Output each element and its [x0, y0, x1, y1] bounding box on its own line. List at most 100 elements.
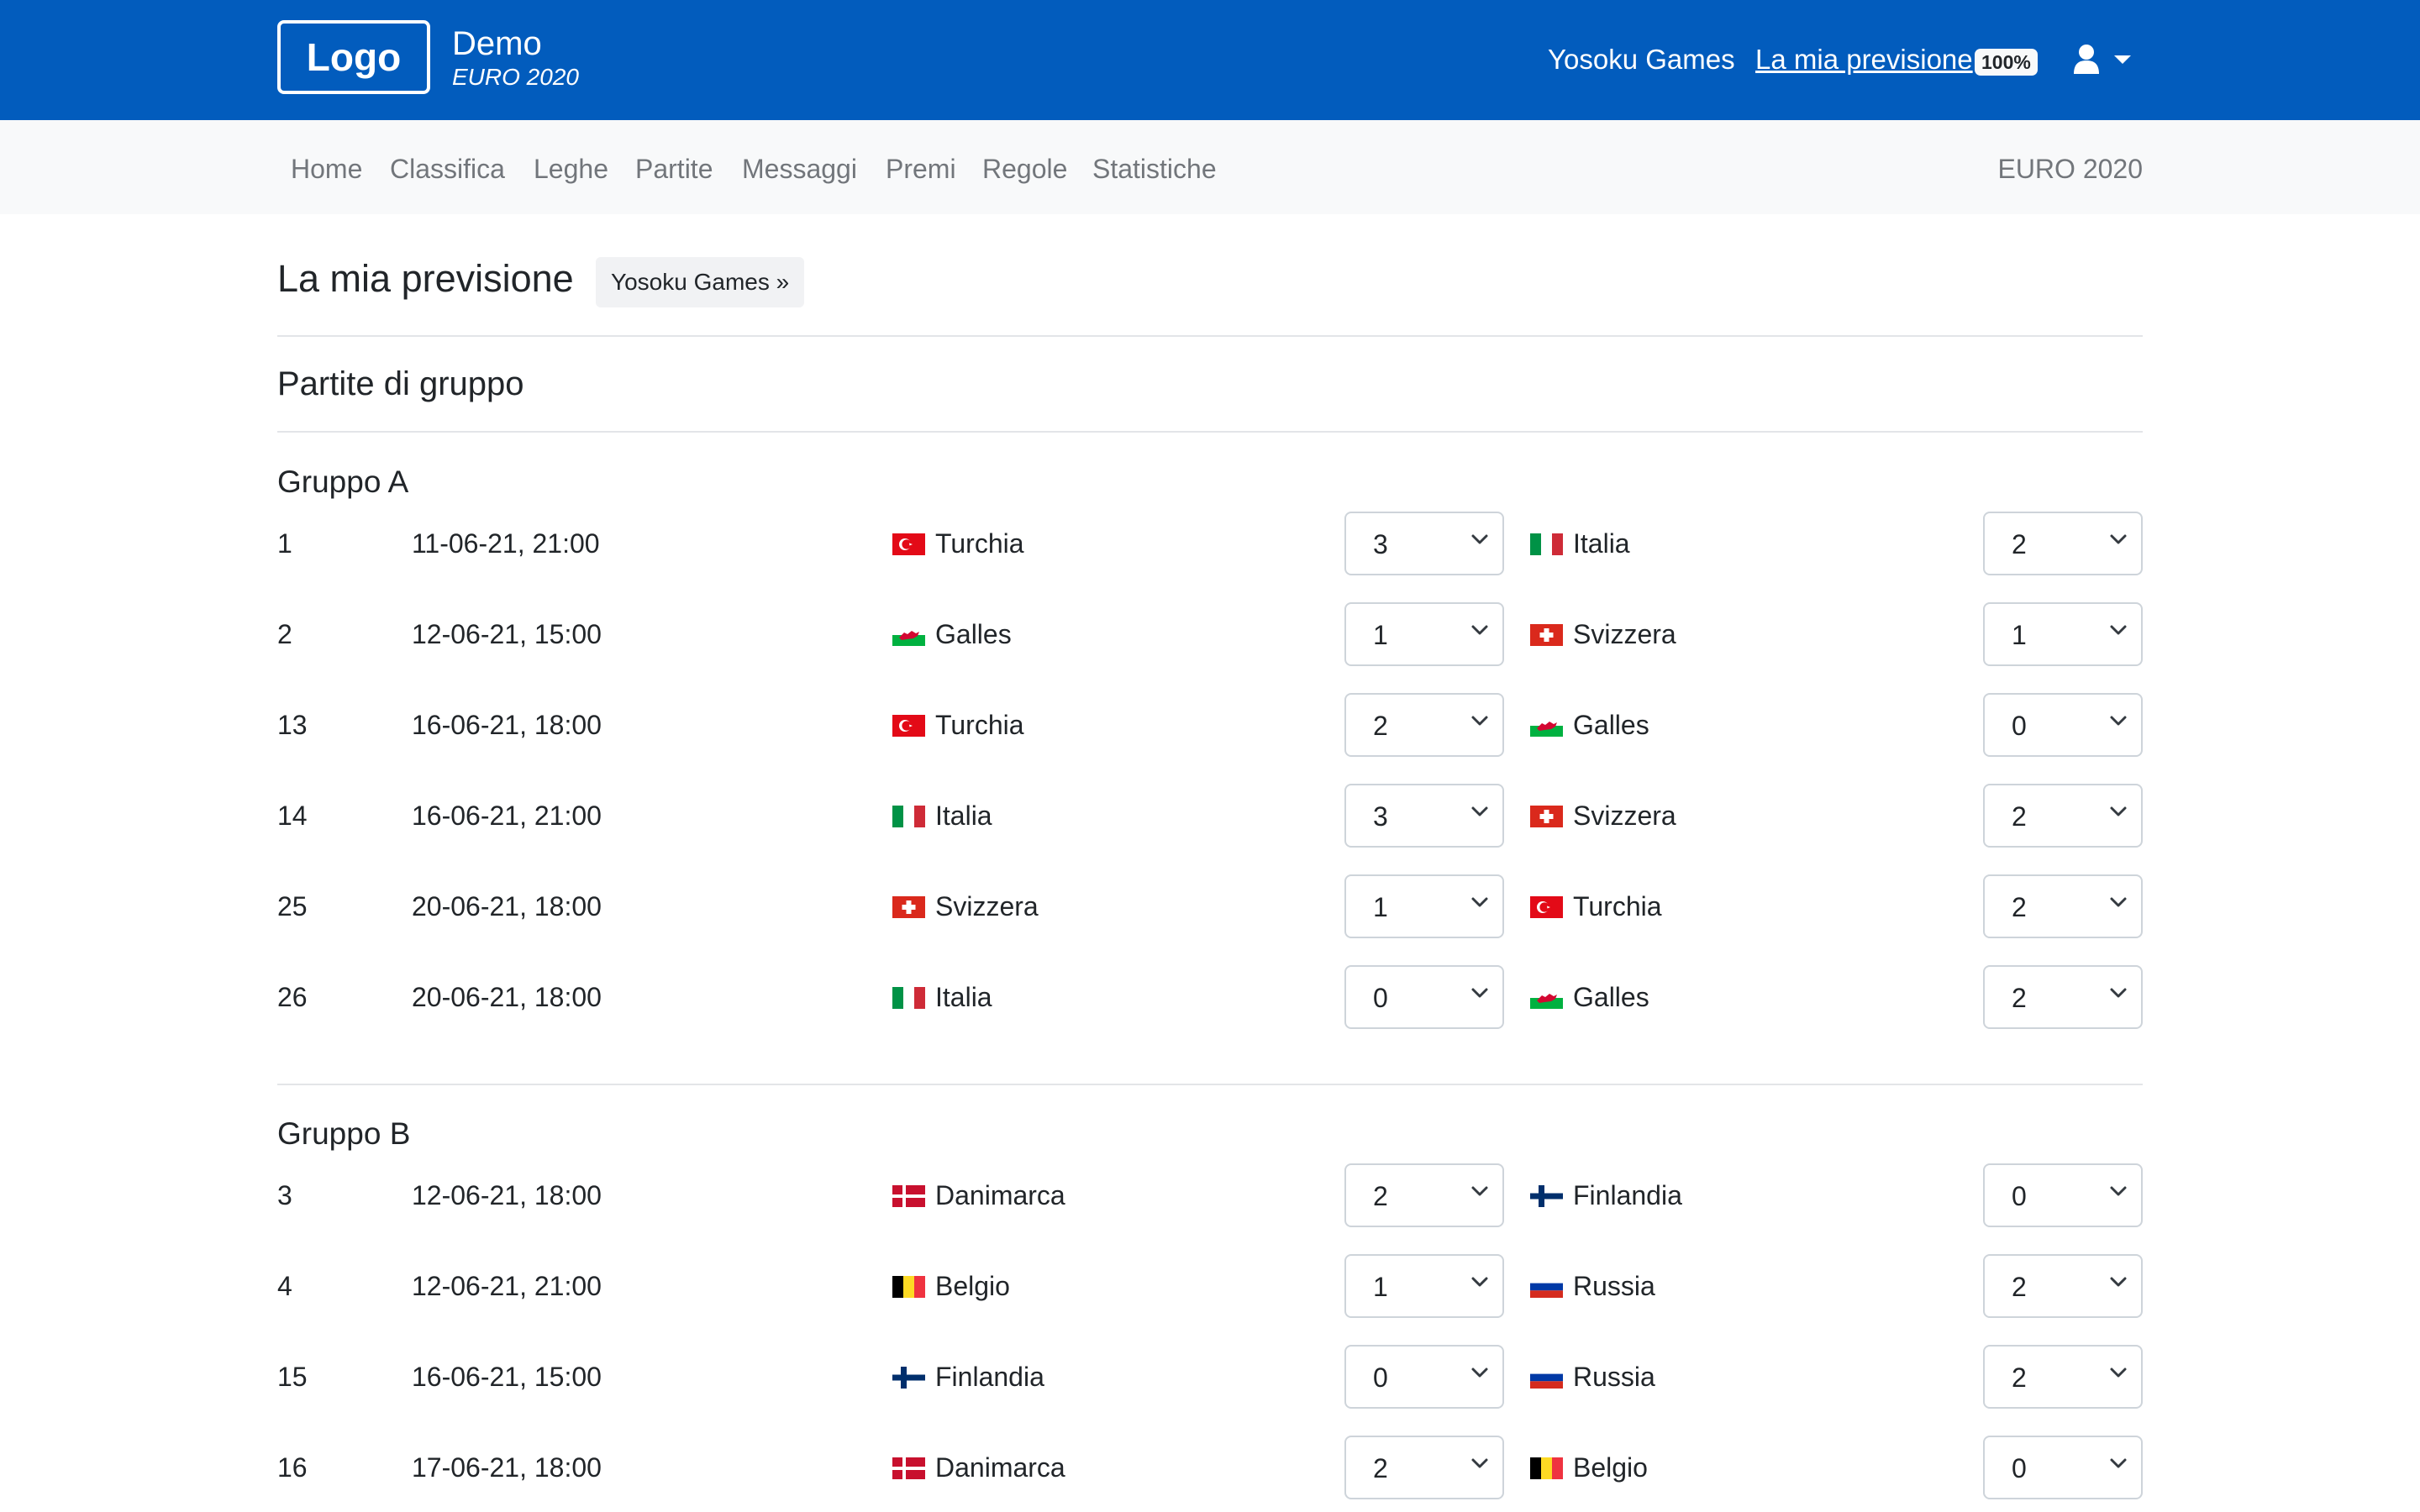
match-number: 1 — [277, 528, 292, 559]
match-row: 3 12-06-21, 18:00 Danimarca 2 Finlandia 0 — [277, 1163, 2143, 1227]
yosoku-games-link[interactable]: Yosoku Games — [1548, 44, 1735, 75]
away-team: Finlandia — [1530, 1180, 1682, 1211]
home-team: Turchia — [892, 528, 1024, 559]
away-team-name: Italia — [1573, 528, 1630, 559]
away-score-value: 2 — [2012, 801, 2027, 832]
away-score-select[interactable]: 2 — [1983, 1254, 2143, 1318]
italy-flag-icon — [892, 986, 925, 1009]
away-score-value: 2 — [2012, 1362, 2027, 1393]
home-score-select[interactable]: 3 — [1344, 784, 1504, 848]
match-row: 1 11-06-21, 21:00 Turchia 3 Italia 2 — [277, 512, 2143, 575]
home-score-value: 1 — [1373, 1272, 1388, 1302]
home-score-value: 1 — [1373, 620, 1388, 650]
home-score-select[interactable]: 2 — [1344, 693, 1504, 757]
chevron-down-icon — [2109, 896, 2128, 912]
match-row: 2 12-06-21, 15:00 Galles 1 Svizzera 1 — [277, 602, 2143, 666]
home-score-value: 2 — [1373, 1453, 1388, 1483]
match-number: 16 — [277, 1452, 308, 1483]
home-score-select[interactable]: 1 — [1344, 874, 1504, 938]
match-datetime: 20-06-21, 18:00 — [412, 982, 602, 1012]
nav-item-statistiche[interactable]: Statistiche — [1092, 154, 1217, 184]
denmark-flag-icon — [892, 1457, 925, 1479]
home-team-name: Svizzera — [935, 891, 1039, 921]
chevron-down-icon — [1470, 1276, 1489, 1292]
home-score-value: 3 — [1373, 801, 1388, 832]
home-team: Belgio — [892, 1271, 1010, 1302]
nav-item-leghe[interactable]: Leghe — [534, 154, 608, 184]
chevron-down-icon — [1470, 896, 1489, 912]
away-team: Turchia — [1530, 891, 1662, 922]
away-score-select[interactable]: 2 — [1983, 784, 2143, 848]
secondary-navbar: Home Classifica Leghe Partite Messaggi P… — [0, 120, 2420, 214]
nav-item-home[interactable]: Home — [291, 154, 363, 184]
nav-item-regole[interactable]: Regole — [982, 154, 1068, 184]
home-team: Finlandia — [892, 1362, 1044, 1393]
away-score-value: 2 — [2012, 983, 2027, 1013]
home-score-select[interactable]: 1 — [1344, 602, 1504, 666]
match-row: 26 20-06-21, 18:00 Italia 0 Galles 2 — [277, 965, 2143, 1029]
nav-item-premi[interactable]: Premi — [886, 154, 956, 184]
home-team-name: Galles — [935, 619, 1012, 649]
home-score-select[interactable]: 2 — [1344, 1436, 1504, 1499]
turkey-flag-icon — [892, 714, 925, 737]
away-score-select[interactable]: 0 — [1983, 693, 2143, 757]
away-score-value: 2 — [2012, 892, 2027, 922]
chevron-down-icon — [2109, 1457, 2128, 1473]
home-score-select[interactable]: 0 — [1344, 1345, 1504, 1409]
away-score-select[interactable]: 0 — [1983, 1436, 2143, 1499]
away-team-name: Russia — [1573, 1271, 1655, 1301]
yosoku-games-button[interactable]: Yosoku Games » — [596, 257, 805, 307]
russia-flag-icon — [1530, 1275, 1563, 1298]
user-menu-dropdown[interactable] — [2072, 42, 2131, 77]
chevron-down-icon — [1470, 624, 1489, 640]
finland-flag-icon — [892, 1366, 925, 1389]
match-number: 3 — [277, 1180, 292, 1210]
page-title: La mia previsione — [277, 257, 574, 300]
home-score-value: 0 — [1373, 1362, 1388, 1393]
away-team-name: Galles — [1573, 982, 1649, 1012]
away-score-select[interactable]: 1 — [1983, 602, 2143, 666]
home-score-select[interactable]: 3 — [1344, 512, 1504, 575]
away-score-select[interactable]: 2 — [1983, 1345, 2143, 1409]
away-team-name: Finlandia — [1573, 1180, 1682, 1210]
away-score-value: 0 — [2012, 1453, 2027, 1483]
match-number: 15 — [277, 1362, 308, 1392]
match-number: 26 — [277, 982, 308, 1012]
match-datetime: 11-06-21, 21:00 — [412, 528, 600, 559]
match-row: 25 20-06-21, 18:00 Svizzera 1 Turchia 2 — [277, 874, 2143, 938]
home-score-value: 2 — [1373, 711, 1388, 741]
away-score-select[interactable]: 2 — [1983, 874, 2143, 938]
home-team-name: Belgio — [935, 1271, 1010, 1301]
match-number: 2 — [277, 619, 292, 649]
russia-flag-icon — [1530, 1366, 1563, 1389]
home-score-value: 2 — [1373, 1181, 1388, 1211]
match-datetime: 16-06-21, 15:00 — [412, 1362, 602, 1392]
home-score-select[interactable]: 2 — [1344, 1163, 1504, 1227]
home-score-value: 3 — [1373, 529, 1388, 559]
away-score-select[interactable]: 2 — [1983, 965, 2143, 1029]
away-score-value: 0 — [2012, 711, 2027, 741]
home-team: Italia — [892, 801, 992, 832]
home-team-name: Danimarca — [935, 1452, 1065, 1483]
match-number: 13 — [277, 710, 308, 740]
logo[interactable]: Logo — [277, 20, 430, 94]
away-team-name: Belgio — [1573, 1452, 1648, 1483]
nav-item-partite[interactable]: Partite — [635, 154, 713, 184]
nav-item-classifica[interactable]: Classifica — [390, 154, 505, 184]
home-team-name: Italia — [935, 982, 992, 1012]
match-datetime: 16-06-21, 21:00 — [412, 801, 602, 831]
match-row: 16 17-06-21, 18:00 Danimarca 2 Belgio 0 — [277, 1436, 2143, 1499]
denmark-flag-icon — [892, 1184, 925, 1207]
nav-item-messaggi[interactable]: Messaggi — [742, 154, 857, 184]
match-datetime: 12-06-21, 18:00 — [412, 1180, 602, 1210]
my-prediction-link[interactable]: La mia previsione — [1755, 44, 1973, 75]
away-team: Svizzera — [1530, 801, 1676, 832]
home-team-name: Turchia — [935, 528, 1024, 559]
away-score-select[interactable]: 0 — [1983, 1163, 2143, 1227]
wales-flag-icon — [1530, 986, 1563, 1009]
away-score-select[interactable]: 2 — [1983, 512, 2143, 575]
brand-title[interactable]: Demo — [452, 25, 542, 62]
home-score-select[interactable]: 0 — [1344, 965, 1504, 1029]
home-score-select[interactable]: 1 — [1344, 1254, 1504, 1318]
finland-flag-icon — [1530, 1184, 1563, 1207]
